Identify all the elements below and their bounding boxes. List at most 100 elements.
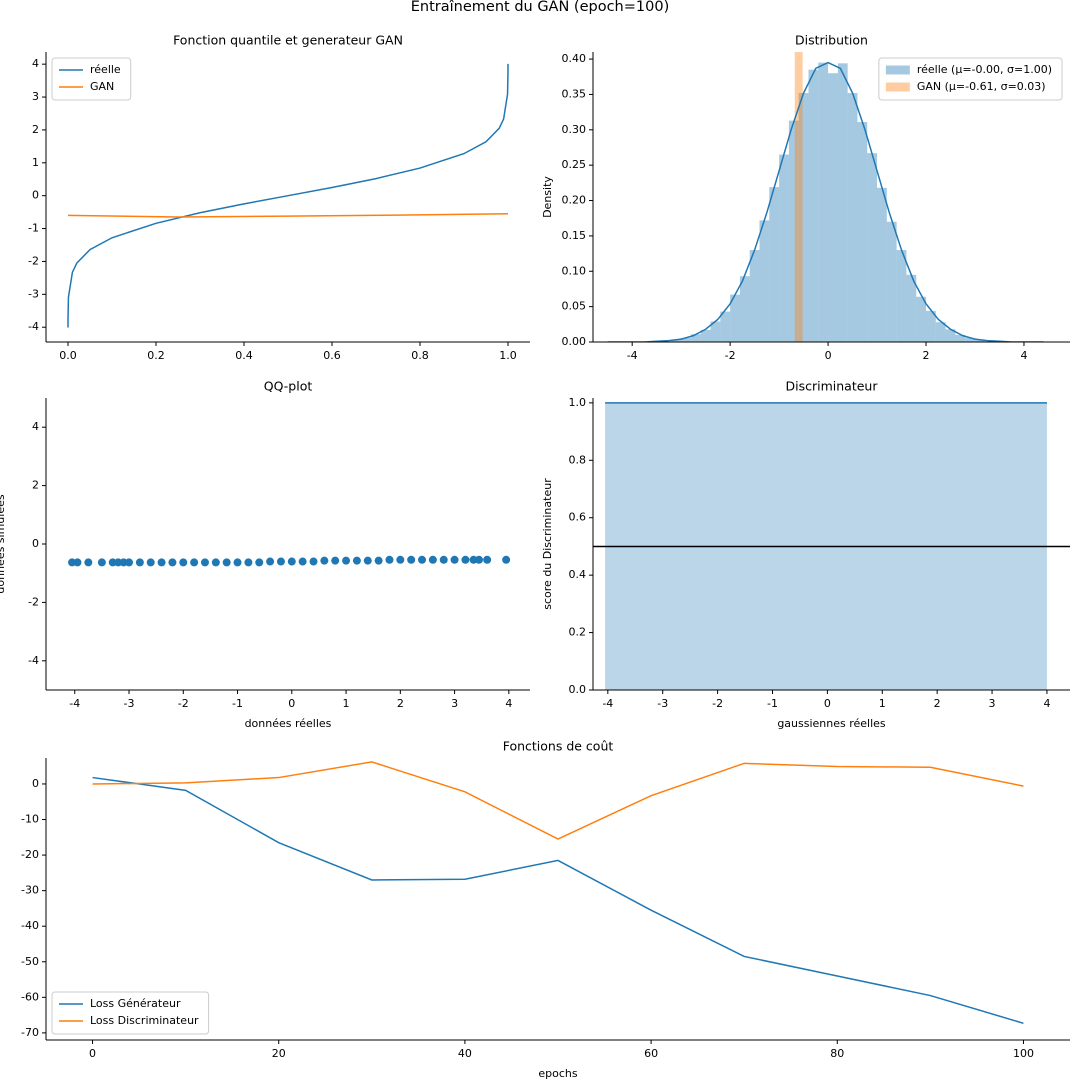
y-tick-label: 0.30 bbox=[562, 123, 587, 136]
x-tick-label: 0.0 bbox=[59, 349, 77, 362]
scatter-point bbox=[73, 558, 82, 567]
hist-bar bbox=[798, 93, 809, 342]
y-tick-label: -30 bbox=[21, 884, 39, 897]
x-tick-label: 1 bbox=[343, 697, 350, 710]
hist-bar bbox=[837, 63, 848, 342]
hist-bar bbox=[690, 334, 701, 342]
scatter-point bbox=[474, 555, 483, 564]
scatter-point bbox=[298, 557, 307, 566]
scatter-point bbox=[244, 558, 253, 567]
hist-bar bbox=[886, 221, 897, 342]
y-tick-label: -10 bbox=[21, 813, 39, 826]
legend-label: GAN (μ=-0.61, σ=0.03) bbox=[917, 80, 1046, 93]
scatter-point bbox=[125, 558, 134, 567]
legend: Loss Générateur Loss Discriminateur bbox=[59, 997, 199, 1027]
y-tick-label: -2 bbox=[28, 595, 39, 608]
x-tick-label: 1 bbox=[879, 697, 886, 710]
scatter-point bbox=[200, 558, 209, 567]
y-tick-label: 0.15 bbox=[562, 229, 587, 242]
y-tick-label: 3 bbox=[32, 90, 39, 103]
scatter-point bbox=[352, 556, 361, 565]
scatter-point bbox=[157, 558, 166, 567]
y-tick-label: 0.40 bbox=[562, 52, 587, 65]
hist-bar bbox=[926, 310, 936, 342]
hist-bar bbox=[710, 321, 721, 342]
hist-bar bbox=[788, 120, 799, 342]
hist-bar bbox=[769, 187, 780, 342]
y-tick-label: 0 bbox=[32, 537, 39, 550]
legend-label: Loss Discriminateur bbox=[90, 1014, 199, 1027]
y-tick-label: -70 bbox=[21, 1026, 39, 1039]
scatter-point bbox=[374, 556, 383, 565]
y-axis-label: données simulées bbox=[0, 494, 7, 593]
legend-label: réelle bbox=[90, 63, 121, 76]
y-tick-label: 0.25 bbox=[562, 158, 587, 171]
hist-bar bbox=[896, 250, 907, 342]
subplot-title: Fonctions de coût bbox=[503, 739, 614, 754]
y-tick-label: 0 bbox=[32, 777, 39, 790]
y-tick-label: 0.20 bbox=[562, 194, 587, 207]
figure-title: Entraînement du GAN (epoch=100) bbox=[411, 0, 669, 15]
scatter-point bbox=[450, 555, 459, 564]
scatter-point bbox=[190, 558, 199, 567]
scatter-point bbox=[309, 557, 318, 566]
x-tick-label: 0.2 bbox=[147, 349, 165, 362]
x-tick-label: 80 bbox=[830, 1047, 844, 1060]
y-tick-label: -4 bbox=[28, 320, 39, 333]
legend-label: GAN bbox=[90, 80, 114, 93]
scatter-point bbox=[331, 556, 340, 565]
y-tick-label: 0.0 bbox=[569, 683, 587, 696]
y-tick-label: 0.4 bbox=[569, 568, 587, 581]
x-tick-label: 4 bbox=[505, 697, 512, 710]
x-tick-label: -3 bbox=[124, 697, 135, 710]
y-tick-label: 4 bbox=[32, 420, 39, 433]
scatter-point bbox=[287, 557, 296, 566]
y-tick-label: 4 bbox=[32, 57, 39, 70]
x-tick-label: 2 bbox=[923, 349, 930, 362]
hist-bar bbox=[906, 274, 917, 342]
scatter-point bbox=[483, 555, 492, 564]
x-tick-label: 1.0 bbox=[499, 349, 517, 362]
legend-label: Loss Générateur bbox=[90, 997, 181, 1010]
y-axis-label: score du Discriminateur bbox=[541, 478, 554, 610]
line bbox=[92, 761, 1024, 840]
y-tick-label: 2 bbox=[32, 479, 39, 492]
y-tick-label: 2 bbox=[32, 123, 39, 136]
x-tick-label: 0 bbox=[825, 349, 832, 362]
subplot-title: QQ-plot bbox=[264, 379, 313, 394]
y-axis-label: Density bbox=[541, 176, 554, 218]
y-tick-label: -40 bbox=[21, 919, 39, 932]
x-axis-label: gaussiennes réelles bbox=[777, 717, 886, 730]
scatter-point bbox=[97, 558, 106, 567]
hist-bar bbox=[739, 276, 750, 342]
subplot-title: Distribution bbox=[795, 33, 868, 48]
scatter-point bbox=[363, 556, 372, 565]
scatter-point bbox=[418, 555, 427, 564]
hist-bar bbox=[800, 52, 803, 342]
hist-bar bbox=[759, 220, 770, 342]
scatter-point bbox=[135, 558, 144, 567]
y-tick-label: 0.00 bbox=[562, 335, 587, 348]
scatter-point bbox=[461, 555, 470, 564]
x-tick-label: 100 bbox=[1013, 1047, 1034, 1060]
hist-bar bbox=[974, 339, 985, 342]
hist-bar bbox=[808, 69, 819, 342]
subplot-title: Discriminateur bbox=[786, 379, 879, 394]
x-tick-label: -4 bbox=[602, 697, 613, 710]
x-tick-label: 4 bbox=[1043, 697, 1050, 710]
kde-line bbox=[607, 61, 1044, 342]
scatter-point bbox=[276, 557, 285, 566]
y-tick-label: 1.0 bbox=[569, 396, 587, 409]
x-tick-label: -1 bbox=[767, 697, 778, 710]
hist-bar bbox=[867, 153, 878, 342]
hist-bar bbox=[877, 187, 887, 342]
y-tick-label: -20 bbox=[21, 848, 39, 861]
plot-area bbox=[593, 402, 1070, 690]
hist-bar bbox=[779, 154, 789, 342]
x-tick-label: -1 bbox=[232, 697, 243, 710]
x-tick-label: -4 bbox=[627, 349, 638, 362]
hist-bar bbox=[965, 337, 975, 342]
subplot-title: Fonction quantile et generateur GAN bbox=[173, 33, 403, 48]
hist-bar bbox=[916, 296, 927, 342]
